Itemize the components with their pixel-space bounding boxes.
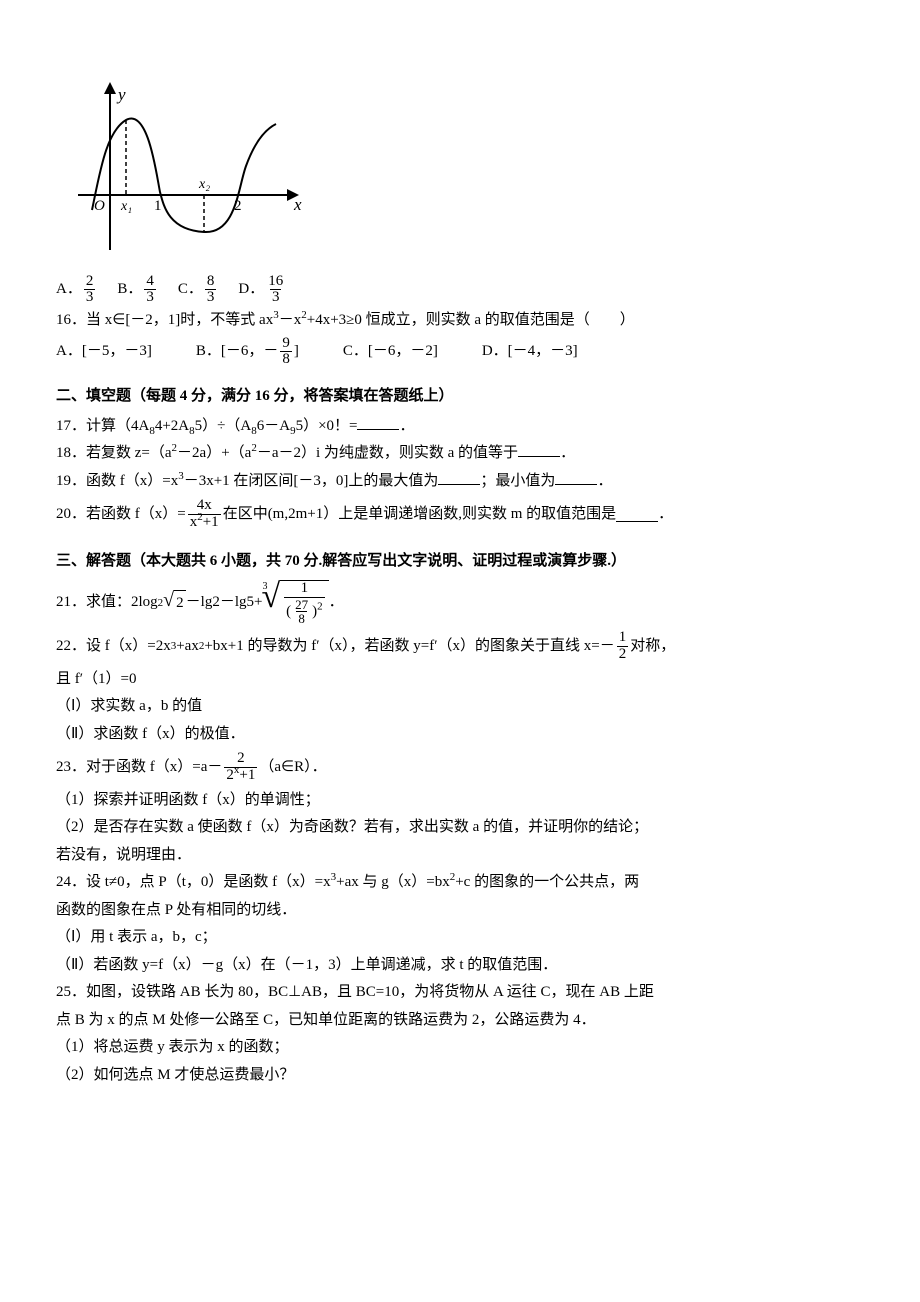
q23-frac: 2 2x+1 (224, 751, 257, 784)
q15-opt-a: A． 23 (56, 274, 97, 307)
q25-l4: （2）如何选点 M 才使总运费最小？ (56, 1063, 864, 1089)
q24-l4: （Ⅱ）若函数 y=f（x）－g（x）在（－1，3）上单调递减，求 t 的取值范围… (56, 953, 864, 979)
q15-opt-c: C． 83 (178, 274, 219, 307)
q16-opt-b: B．[－6，－ 98 ] (196, 336, 299, 369)
q23-l4: 若没有，说明理由． (56, 843, 864, 869)
q16-opt-a: A．[－5，－3] (56, 339, 152, 365)
axis-label-1: 1 (154, 198, 162, 214)
axis-label-x: x (293, 195, 302, 214)
blank (518, 441, 560, 457)
q23-l2: （1）探索并证明函数 f（x）的单调性； (56, 788, 864, 814)
q20: 20．若函数 f（x）= 4x x2+1 在区中(m,2m+1）上是单调递增函数… (56, 498, 673, 531)
q23-l1: 23．对于函数 f（x）=a－ 2 2x+1 （a∈R）． (56, 751, 327, 784)
q18: 18．若复数 z=（a2－2a）+（a2－a－2）i 为纯虚数，则实数 a 的值… (56, 441, 864, 467)
q24-l2: 函数的图象在点 P 处有相同的切线． (56, 898, 864, 924)
q22-l3: （Ⅰ）求实数 a，b 的值 (56, 694, 864, 720)
sqrt-2: √2 (163, 590, 185, 617)
q25-l1: 25．如图，设铁路 AB 长为 80，BC⊥AB，且 BC=10，为将货物从 A… (56, 980, 864, 1006)
q23-l3: （2）是否存在实数 a 使函数 f（x）为奇函数？若有，求出实数 a 的值，并证… (56, 815, 864, 841)
q16-opt-c: C．[－6，－2] (343, 339, 438, 365)
axis-label-2: 2 (234, 198, 242, 214)
q25-l2: 点 B 为 x 的点 M 处修一公路至 C，已知单位距离的铁路运费为 2，公路运… (56, 1008, 864, 1034)
axis-label-x1: x₁ (120, 199, 132, 214)
q15-opt-b: B． 43 (117, 274, 158, 307)
q20-frac: 4x x2+1 (188, 498, 221, 531)
blank (555, 469, 597, 485)
blank (357, 414, 399, 430)
q22-l2: 且 f′（1）=0 (56, 667, 864, 693)
q22-l4: （Ⅱ）求函数 f（x）的极值． (56, 722, 864, 748)
q25-l3: （1）将总运费 y 表示为 x 的函数； (56, 1035, 864, 1061)
blank (438, 469, 480, 485)
q15-graph: y O x₁ 1 x₂ 2 x (48, 80, 864, 270)
q16-options: A．[－5，－3] B．[－6，－ 98 ] C．[－6，－2] D．[－4，－… (56, 336, 864, 369)
section-3-title: 三、解答题（本大题共 6 小题，共 70 分.解答应写出文字说明、证明过程或演算… (56, 549, 864, 575)
page: y O x₁ 1 x₂ 2 x A． 23 B． 43 C． 83 D． 163… (0, 0, 920, 1190)
blank (616, 506, 658, 522)
q21: 21．求值：2log2 √2 －lg2－lg5+ 3 √ 1 (278)2 ． (56, 580, 344, 626)
q19: 19．函数 f（x）=x3－3x+1 在闭区间[－3，0]上的最大值为；最小值为… (56, 469, 864, 495)
q16-stem: 16．当 x∈[－2，1]时，不等式 ax3－x2+4x+3≥0 恒成立，则实数… (56, 308, 864, 334)
cuberoot: 3 √ 1 (278)2 (262, 580, 328, 626)
q15-opt-d: D． 163 (238, 274, 287, 307)
axis-label-y: y (116, 85, 126, 104)
section-2-title: 二、填空题（每题 4 分，满分 16 分，将答案填在答题纸上） (56, 384, 864, 410)
q16-opt-d: D．[－4，－3] (482, 339, 578, 365)
q24-l3: （Ⅰ）用 t 表示 a，b，c； (56, 925, 864, 951)
axis-label-x2: x₂ (198, 177, 210, 192)
q22-l1: 22．设 f（x）=2x3+ax2+bx+1 的导数为 f′（x），若函数 y=… (56, 630, 675, 663)
q17: 17．计算（4A84+2A85）÷（A86－A95）×0！=． (56, 414, 864, 440)
q15-options: A． 23 B． 43 C． 83 D． 163 (56, 274, 864, 307)
axis-label-o: O (94, 198, 105, 214)
q24-l1: 24．设 t≠0，点 P（t，0）是函数 f（x）=x3+ax 与 g（x）=b… (56, 870, 864, 896)
